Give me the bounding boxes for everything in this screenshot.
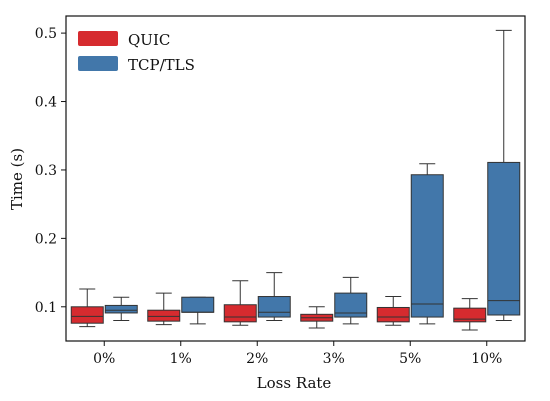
y-tick-label: 0.2 [35,231,57,247]
x-tick-label: 5% [399,351,421,367]
y-axis: 0.1 0.2 0.3 0.4 0.5 [35,26,66,316]
x-tick-label: 3% [323,351,345,367]
legend-swatch-quic [78,31,118,46]
plot-frame [65,15,526,342]
x-tick-label: 1% [170,351,192,367]
y-tick-label: 0.1 [35,300,57,316]
y-tick-label: 0.5 [35,26,57,42]
x-tick-label: 0% [93,351,115,367]
legend-swatch-tcp-tls [78,56,118,71]
box-quic [70,306,104,324]
box-tcp-tls [410,174,444,318]
legend-label-tcp-tls: TCP/TLS [128,56,195,74]
box-tcp-tls [487,161,521,316]
plot-marks [70,29,521,331]
box-tcp-tls [181,296,215,313]
y-axis-label: Time (s) [8,148,26,210]
x-axis: 0% 1% 2% 3% 5% 10% [93,341,502,367]
box-tcp-tls [334,292,368,318]
box-quic [147,309,181,322]
box-quic [376,306,410,323]
x-tick-label: 10% [471,351,502,367]
legend-label-quic: QUIC [128,31,170,49]
box-quic [223,304,257,323]
box-tcp-tls [257,296,291,318]
box-tcp-tls [104,304,138,314]
x-axis-label: Loss Rate [257,374,332,392]
legend: QUIC TCP/TLS [78,31,195,74]
y-tick-label: 0.4 [35,95,57,111]
x-tick-label: 2% [246,351,268,367]
y-tick-label: 0.3 [35,163,57,179]
box-quic [453,307,487,323]
